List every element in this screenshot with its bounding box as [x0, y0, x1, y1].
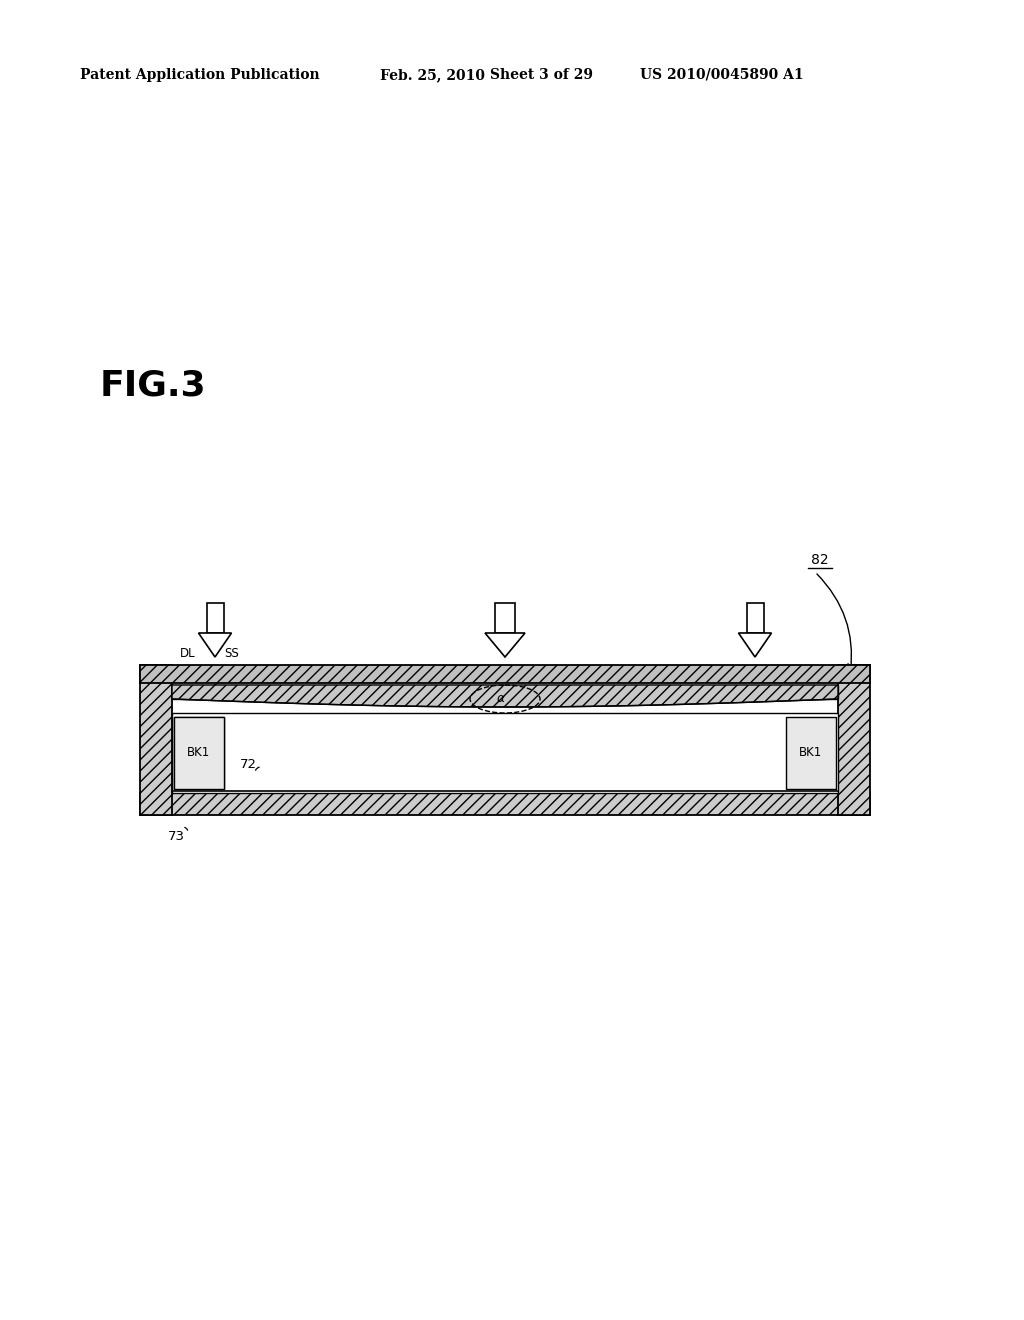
- Text: Feb. 25, 2010: Feb. 25, 2010: [380, 69, 485, 82]
- Text: BK1: BK1: [187, 747, 211, 759]
- Bar: [172, 685, 838, 700]
- Bar: [207, 603, 223, 634]
- Polygon shape: [199, 634, 231, 657]
- Text: Sheet 3 of 29: Sheet 3 of 29: [490, 69, 593, 82]
- Bar: [140, 665, 172, 814]
- Polygon shape: [738, 634, 771, 657]
- Text: α: α: [497, 693, 505, 705]
- Bar: [786, 717, 836, 789]
- Text: FIG.3: FIG.3: [100, 368, 207, 403]
- Bar: [172, 713, 838, 793]
- Polygon shape: [172, 685, 838, 708]
- Bar: [746, 603, 764, 634]
- Bar: [838, 665, 870, 814]
- Text: Patent Application Publication: Patent Application Publication: [80, 69, 319, 82]
- Text: 73: 73: [168, 830, 185, 843]
- Bar: [140, 793, 870, 814]
- Text: BK1: BK1: [800, 747, 822, 759]
- Bar: [174, 717, 224, 789]
- Text: 82: 82: [811, 553, 828, 568]
- Text: DL: DL: [180, 647, 196, 660]
- Polygon shape: [485, 634, 525, 657]
- Text: US 2010/0045890 A1: US 2010/0045890 A1: [640, 69, 804, 82]
- Text: 72: 72: [240, 759, 257, 771]
- Bar: [140, 665, 870, 682]
- Bar: [174, 717, 224, 789]
- Text: SS: SS: [224, 647, 239, 660]
- Bar: [495, 603, 515, 634]
